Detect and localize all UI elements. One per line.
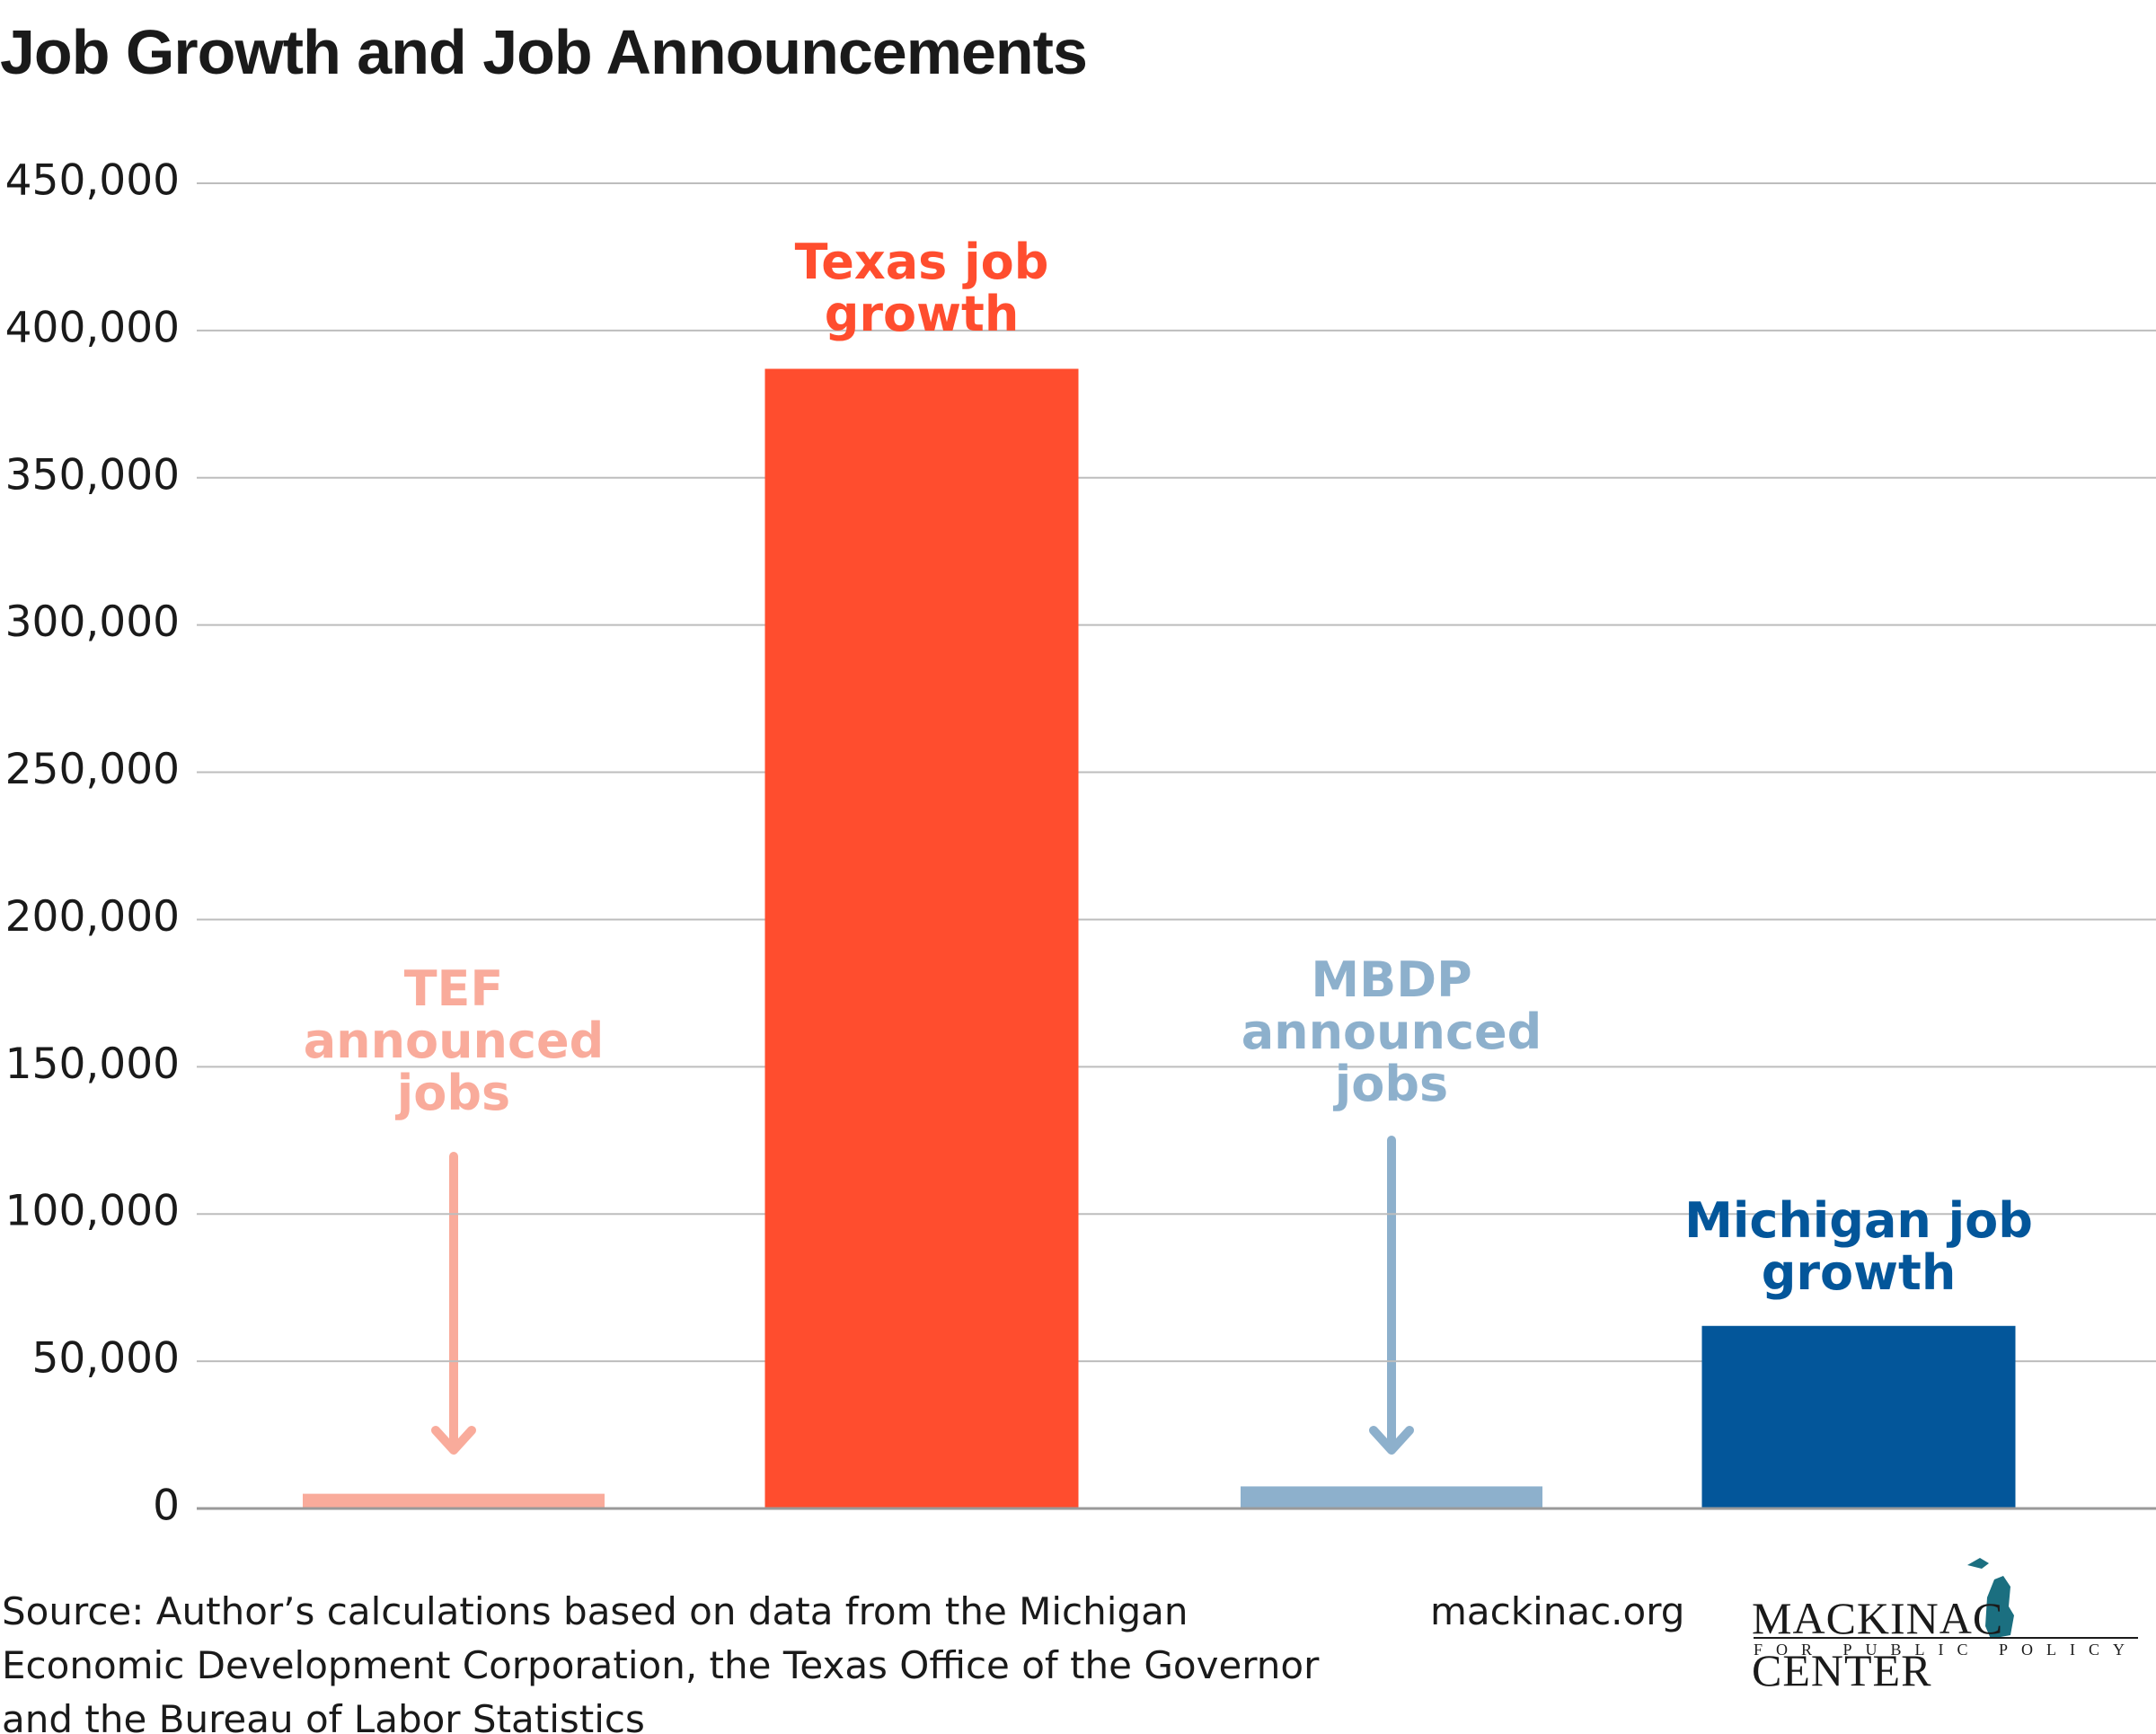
category-label: Michigan job growth — [1684, 1192, 2033, 1301]
y-tick-label: 250,000 — [5, 745, 180, 794]
category-label: MBDP announced jobs — [1241, 951, 1542, 1112]
y-tick-label: 100,000 — [5, 1187, 180, 1236]
y-tick-label: 450,000 — [5, 156, 180, 206]
tef-arrow — [431, 1152, 476, 1455]
bar — [303, 1493, 605, 1508]
y-tick-label: 0 — [153, 1482, 180, 1531]
website: mackinac.org — [1430, 1589, 1685, 1633]
y-tick-label: 300,000 — [5, 597, 180, 647]
y-tick-label: 50,000 — [32, 1334, 180, 1384]
logo-name: MACKINAC CENTER — [1752, 1593, 2004, 1695]
y-tick-label: 200,000 — [5, 892, 180, 942]
chart-title: Job Growth and Job Announcements — [0, 17, 1088, 87]
source-note: Source: Author’s calculations based on d… — [2, 1589, 1320, 1734]
logo-icon — [1967, 1558, 2014, 1639]
y-tick-label: 400,000 — [5, 303, 180, 352]
category-label: TEF announced jobs — [303, 960, 605, 1121]
bar — [1701, 1325, 2016, 1508]
mbdp-arrow — [1369, 1136, 1414, 1455]
logo-tagline: FOR PUBLIC POLICY — [1754, 1637, 2139, 1659]
category-label: Texas job growth — [794, 234, 1049, 342]
y-tick-label: 350,000 — [5, 450, 180, 500]
bar — [764, 368, 1079, 1508]
bar — [1241, 1486, 1542, 1508]
y-tick-label: 150,000 — [5, 1040, 180, 1089]
